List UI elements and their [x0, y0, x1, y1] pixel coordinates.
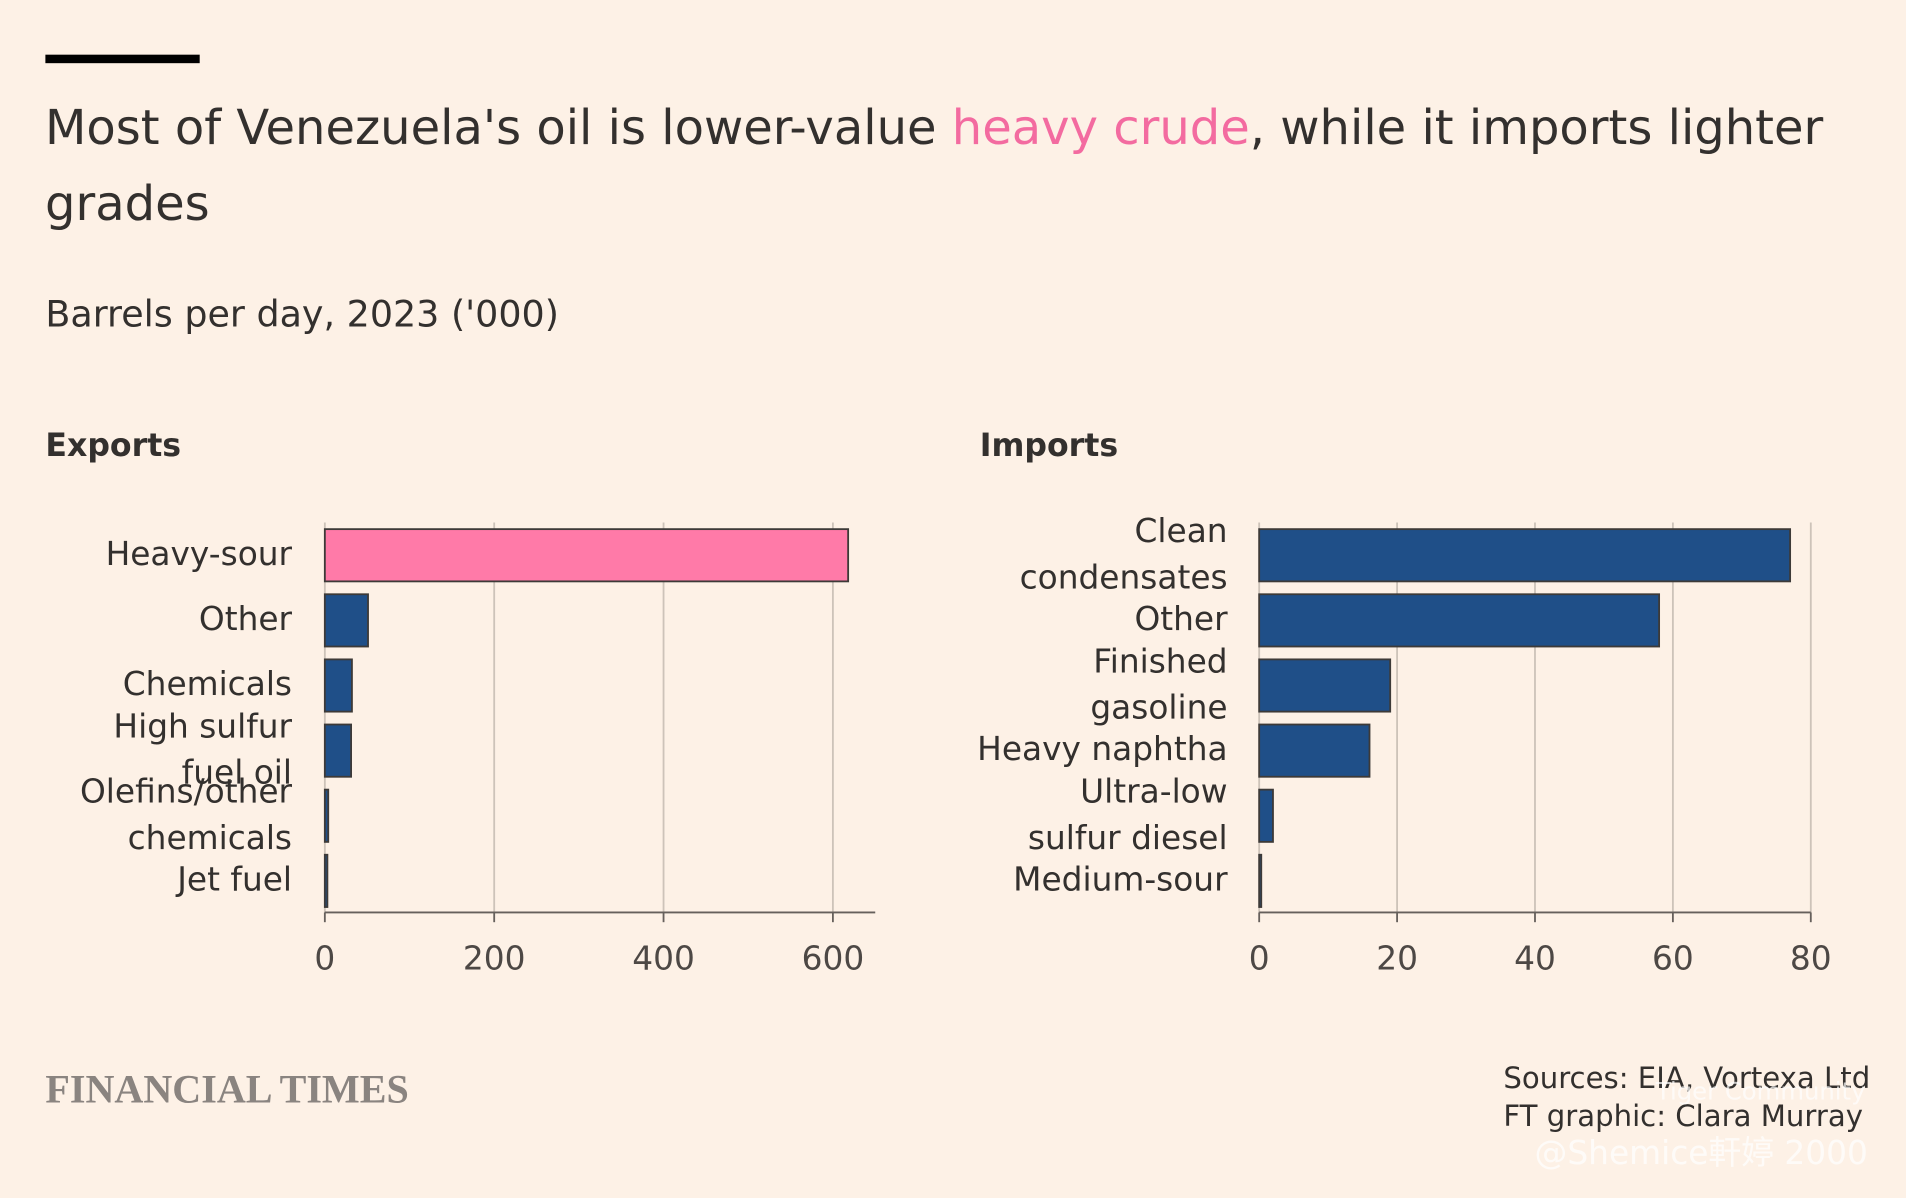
x-tick-label: 60 — [1652, 939, 1694, 977]
bar — [1258, 853, 1263, 908]
bar — [323, 723, 353, 778]
x-tick-label: 400 — [632, 939, 695, 977]
panel-title: Imports — [980, 428, 1118, 464]
bar — [323, 658, 353, 713]
x-tick-label: 200 — [463, 939, 526, 977]
title: Most of Venezuela's oil is lower-value h… — [45, 90, 1845, 242]
panel-title: Exports — [45, 428, 181, 464]
y-tick-label: Other — [1134, 600, 1228, 638]
bar — [1258, 788, 1274, 843]
x-tick-label: 0 — [1249, 939, 1270, 977]
x-tick-label: 40 — [1514, 939, 1556, 977]
y-tick-label: Jet fuel — [175, 860, 292, 898]
bar — [1258, 593, 1661, 648]
y-tick-label: Olefins/other chemicals — [80, 772, 293, 856]
bar — [1258, 658, 1392, 713]
credit: FT graphic: Clara Murray — [1503, 1099, 1863, 1133]
top-bar — [45, 54, 200, 64]
bar — [323, 593, 369, 648]
y-tick-label: Other — [199, 600, 293, 638]
y-tick-label: Heavy-sour — [106, 535, 293, 573]
y-tick-label: Finished gasoline — [1090, 642, 1227, 726]
y-tick-label: Ultra-low sulfur diesel — [1028, 772, 1228, 856]
y-tick-label: Medium-sour — [1013, 860, 1228, 898]
bar — [1258, 723, 1371, 778]
sources: Sources: EIA, Vortexa Ltd — [1503, 1061, 1870, 1095]
y-tick-label: Chemicals — [123, 665, 292, 703]
brand: FINANCIAL TIMES — [45, 1067, 408, 1112]
bar — [1258, 528, 1792, 583]
subtitle: Barrels per day, 2023 ('000) — [45, 292, 559, 335]
title-part: Most of Venezuela's oil is lower-value — [45, 100, 952, 156]
x-tick-label: 600 — [802, 939, 865, 977]
watermark: @Shemice軒婷 2000 — [1535, 1134, 1868, 1172]
y-tick-label: Clean condensates — [1020, 512, 1228, 596]
y-tick-label: Heavy naphtha — [977, 730, 1227, 768]
bar — [323, 853, 329, 908]
title-part: heavy crude — [951, 100, 1250, 156]
bar — [323, 788, 330, 843]
y-tick-label: High sulfur fuel oil — [113, 707, 292, 791]
x-tick-label: 20 — [1376, 939, 1418, 977]
watermark: Tiger Community — [1655, 1076, 1866, 1105]
title-part: , while it imports lighter grades — [45, 100, 1824, 232]
x-tick-label: 80 — [1790, 939, 1832, 977]
bar — [323, 528, 850, 583]
x-tick-label: 0 — [314, 939, 335, 977]
